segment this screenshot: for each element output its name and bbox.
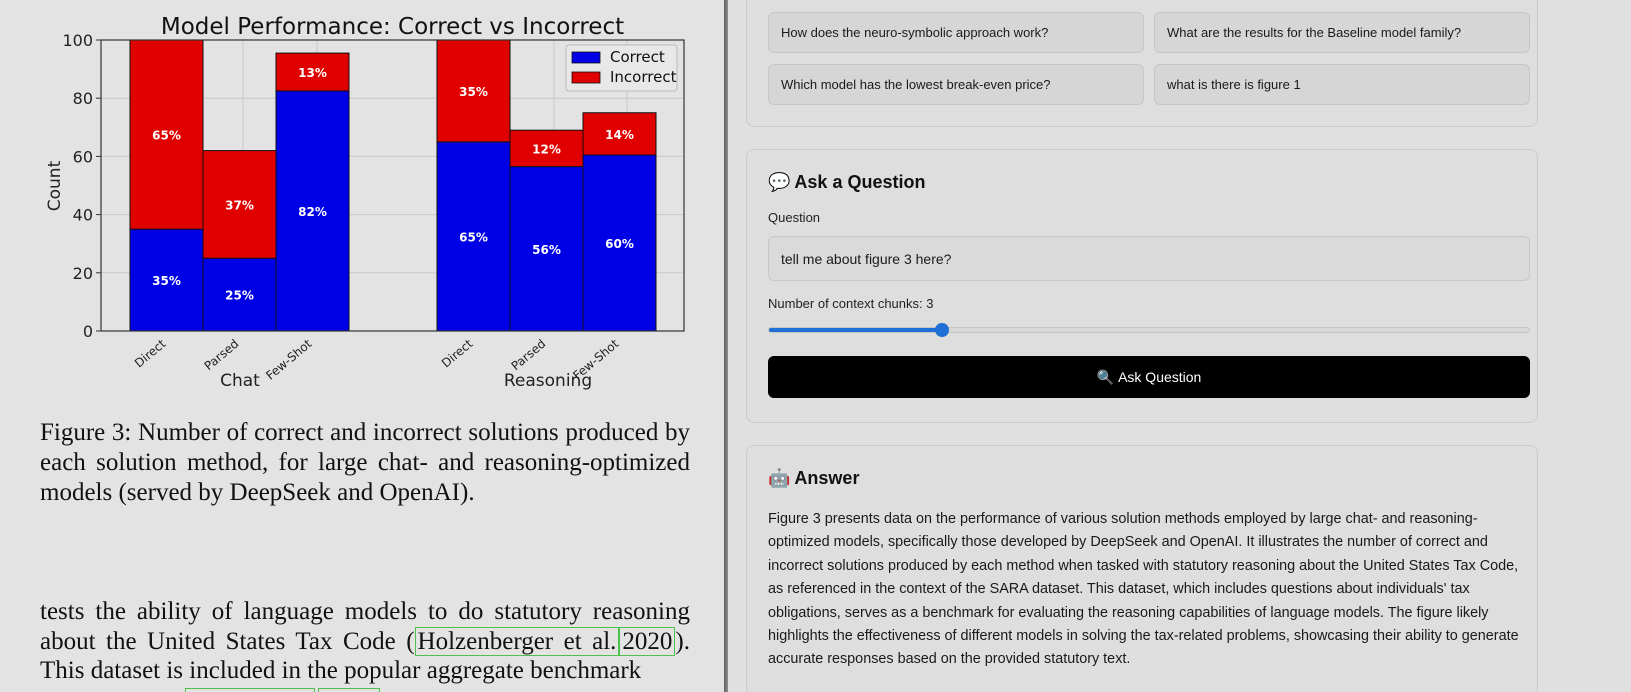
robot-icon: 🤖	[768, 468, 791, 488]
bar-incorrect	[275, 52, 350, 92]
ask-question-button-label: Ask Question	[1118, 369, 1202, 385]
example-question-button[interactable]: How does the neuro-symbolic approach wor…	[768, 12, 1144, 53]
body-text-end: ). This dataset is included in the popul…	[40, 627, 690, 685]
bar-incorrect	[436, 39, 511, 143]
example-question-button[interactable]: Which model has the lowest break-even pr…	[768, 64, 1144, 105]
x-tick-label: Parsed	[202, 337, 242, 374]
answer-heading: 🤖 Answer	[768, 468, 859, 489]
y-tick-label: 80	[73, 89, 93, 108]
y-tick-label: 60	[73, 147, 93, 166]
figure-caption: Figure 3: Number of correct and incorrec…	[40, 419, 690, 506]
legend-label: Incorrect	[610, 68, 677, 86]
bar-incorrect	[202, 150, 277, 259]
citation-author-link[interactable]: Holzenberger et al.	[414, 626, 620, 656]
ask-question-card: 💬 Ask a Question Question Number of cont…	[746, 149, 1538, 423]
document-body-text: tests the ability of language models to …	[40, 597, 690, 686]
plot-frame	[100, 39, 685, 332]
question-input[interactable]	[768, 236, 1530, 281]
citation-link-next-line[interactable]	[185, 688, 315, 692]
correct-data-label: 82%	[298, 205, 327, 219]
x-group-label: Chat	[220, 371, 260, 391]
legend-swatch	[571, 71, 601, 84]
magnifier-icon: 🔍	[1096, 368, 1115, 385]
y-tick-label: 20	[73, 264, 93, 283]
x-tick-label: Direct	[132, 336, 169, 370]
slider-fill	[769, 328, 943, 332]
bar-incorrect	[582, 112, 657, 156]
example-questions-card: How does the neuro-symbolic approach wor…	[746, 0, 1538, 127]
context-chunks-slider[interactable]	[768, 323, 1530, 337]
bar-incorrect	[509, 129, 584, 168]
legend-swatch	[571, 51, 601, 64]
incorrect-data-label: 65%	[152, 129, 181, 143]
incorrect-data-label: 35%	[459, 85, 488, 99]
chart-title: Model Performance: Correct vs Incorrect	[161, 14, 624, 40]
body-text-start: tests the ability of language models to …	[40, 598, 690, 655]
speech-bubble-icon: 💬	[768, 172, 791, 192]
bar-correct	[509, 166, 584, 332]
ask-question-heading: 💬 Ask a Question	[768, 172, 925, 193]
correct-data-label: 56%	[532, 243, 561, 257]
slider-thumb[interactable]	[935, 323, 950, 337]
answer-title: Answer	[794, 468, 860, 488]
document-pane: 0 20 40 60 80 100 35% 65% Direct 25% 37% Parsed 82% 1…	[0, 0, 724, 692]
answer-text: Figure 3 presents data on the performanc…	[768, 511, 1519, 668]
correct-data-label: 60%	[605, 237, 634, 251]
legend-label: Correct	[610, 48, 665, 66]
citation-link-next-line-year[interactable]	[318, 688, 380, 692]
pane-divider[interactable]	[724, 0, 728, 692]
incorrect-data-label: 12%	[532, 142, 561, 156]
bar-incorrect	[129, 39, 204, 230]
y-tick-label: 40	[73, 206, 93, 225]
ask-question-button[interactable]: 🔍 Ask Question	[768, 356, 1530, 398]
incorrect-data-label: 37%	[225, 198, 254, 212]
x-tick-label: Parsed	[509, 337, 549, 374]
bar-correct	[275, 90, 350, 332]
example-question-button[interactable]: What are the results for the Baseline mo…	[1154, 12, 1530, 53]
y-tick-label: 0	[83, 322, 93, 341]
correct-data-label: 65%	[459, 230, 488, 244]
answer-card: 🤖 Answer Figure 3 presents data on the p…	[746, 445, 1538, 692]
x-tick-label: Few-Shot	[263, 336, 314, 382]
performance-chart: 0 20 40 60 80 100 35% 65% Direct 25% 37% Parsed 82% 1…	[45, 14, 685, 391]
qa-app-pane: How does the neuro-symbolic approach wor…	[728, 0, 1631, 692]
x-group-label: Reasoning	[504, 371, 592, 391]
y-axis-label: Count	[45, 160, 65, 211]
context-chunks-label: Number of context chunks: 3	[768, 296, 934, 311]
correct-data-label: 25%	[225, 289, 254, 303]
ask-question-title: Ask a Question	[794, 172, 926, 192]
correct-data-label: 35%	[152, 274, 181, 288]
citation-year-link[interactable]: 2020	[619, 626, 676, 656]
x-tick-label: Direct	[439, 336, 476, 370]
example-question-button[interactable]: what is there is figure 1	[1154, 64, 1530, 105]
question-label: Question	[768, 210, 821, 225]
incorrect-data-label: 13%	[298, 66, 327, 80]
incorrect-data-label: 14%	[605, 128, 634, 142]
y-tick-label: 100	[62, 31, 93, 50]
